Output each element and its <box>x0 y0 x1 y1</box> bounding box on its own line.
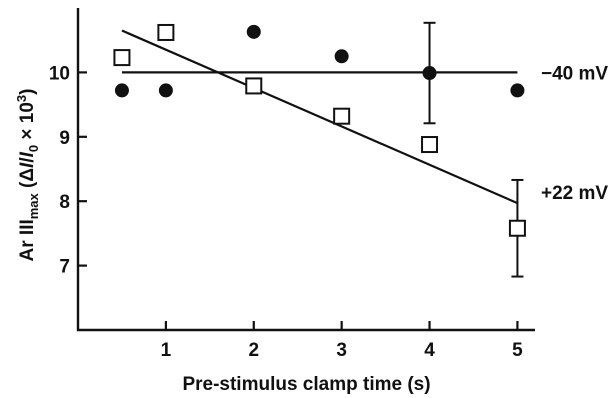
y-axis-title-part: / <box>17 157 38 163</box>
data-point-neg40 <box>510 83 525 98</box>
series-label-neg40: −40 mV <box>541 63 608 84</box>
data-point-pos22 <box>508 219 526 237</box>
series-labels: −40 mV +22 mV <box>541 63 608 204</box>
data-point-pos22 <box>421 136 439 154</box>
data-point-neg40 <box>158 83 173 98</box>
x-tick-label-3: 3 <box>336 340 347 361</box>
y-axis-title-part: Ar III <box>17 219 38 261</box>
y-tick-label-7: 7 <box>59 257 70 278</box>
y-tick-label-9: 9 <box>59 128 70 149</box>
data-point-neg40 <box>422 66 437 81</box>
y-axis-title-part: 0 <box>26 145 41 152</box>
y-axis-title-part: (Δ <box>17 168 38 193</box>
y-tick-label-10: 10 <box>49 63 70 84</box>
fit-lines <box>121 29 518 205</box>
data-point-neg40 <box>246 24 261 39</box>
data-markers <box>113 23 526 237</box>
x-tick-label-5: 5 <box>512 340 523 361</box>
x-tick-label-2: 2 <box>248 340 259 361</box>
series-label-pos22: +22 mV <box>541 183 608 204</box>
data-point-neg40 <box>334 49 349 64</box>
x-axis-title: Pre-stimulus clamp time (s) <box>182 374 430 395</box>
y-axis-title-part: I <box>17 162 38 168</box>
axis-frame <box>76 8 535 332</box>
y-tick-label-8: 8 <box>59 192 70 213</box>
y-axis-title-part: ) <box>17 89 38 95</box>
y-axis-title-part: 3 <box>14 95 29 102</box>
x-tick-label-1: 1 <box>161 340 172 361</box>
y-axis-title-part: × 10 <box>17 102 38 145</box>
y-axis-title-part: I <box>17 151 38 157</box>
x-tick-label-4: 4 <box>424 340 435 361</box>
data-point-pos22 <box>245 77 263 95</box>
data-point-pos22 <box>333 107 351 125</box>
y-axis-title: Ar IIImax (ΔI/I0 × 103) <box>14 89 41 262</box>
data-point-neg40 <box>114 83 129 98</box>
axes: 7 8 9 10 1 2 3 4 5 <box>49 8 535 361</box>
y-axis-title-part: max <box>26 192 41 219</box>
data-point-pos22 <box>113 49 131 67</box>
fit-line-pos22 <box>121 29 518 205</box>
error-bars <box>423 21 524 278</box>
data-point-pos22 <box>157 23 175 41</box>
